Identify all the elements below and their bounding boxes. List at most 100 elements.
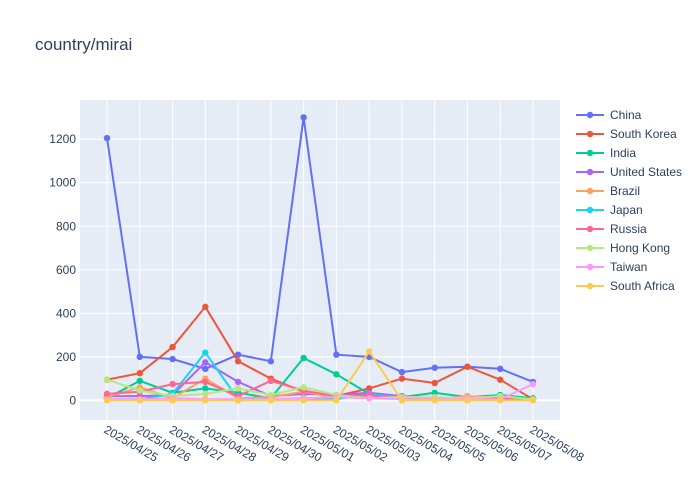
data-point[interactable] — [431, 379, 438, 387]
data-point[interactable] — [202, 349, 209, 356]
data-point[interactable] — [202, 390, 209, 398]
data-point[interactable] — [103, 390, 111, 398]
data-point[interactable] — [464, 363, 471, 370]
legend-label: China — [610, 108, 642, 122]
data-point[interactable] — [234, 397, 242, 404]
data-point[interactable] — [202, 365, 209, 373]
data-point[interactable] — [202, 303, 209, 311]
legend-item[interactable]: China — [576, 108, 642, 122]
data-point[interactable] — [431, 397, 438, 404]
data-point[interactable] — [234, 378, 242, 386]
series-layer — [103, 114, 537, 404]
legend-item[interactable]: Russia — [576, 222, 647, 236]
data-point[interactable] — [333, 351, 340, 358]
legend-item[interactable]: Hong Kong — [576, 241, 670, 255]
data-point[interactable] — [202, 385, 209, 392]
data-point[interactable] — [234, 351, 242, 358]
chart-title: country/mirai — [35, 35, 132, 54]
legend-swatch-marker — [586, 225, 594, 233]
data-point[interactable] — [365, 395, 373, 402]
data-point[interactable] — [267, 377, 275, 385]
data-point[interactable] — [398, 397, 406, 404]
legend-swatch-marker — [586, 206, 594, 214]
legend[interactable]: China South Korea India United States Brazil… — [576, 108, 682, 293]
legend-label: United States — [610, 165, 682, 179]
legend-label: Russia — [610, 222, 647, 236]
legend-label: Japan — [610, 203, 643, 217]
data-point[interactable] — [529, 397, 537, 404]
y-tick-label: 600 — [56, 263, 76, 277]
data-point[interactable] — [169, 397, 176, 404]
legend-label: Brazil — [610, 184, 640, 198]
data-point[interactable] — [333, 371, 340, 378]
data-point[interactable] — [300, 354, 307, 362]
data-point[interactable] — [365, 348, 373, 355]
series-south-africa — [103, 348, 537, 404]
legend-label: Taiwan — [610, 260, 647, 274]
series-line — [107, 349, 533, 402]
y-tick-label: 400 — [56, 306, 76, 320]
y-tick-label: 1200 — [49, 132, 76, 146]
data-point[interactable] — [300, 114, 307, 121]
data-point[interactable] — [431, 364, 438, 371]
data-point[interactable] — [136, 353, 143, 361]
legend-item[interactable]: South Africa — [576, 279, 675, 293]
data-point[interactable] — [169, 380, 176, 388]
data-point[interactable] — [267, 358, 275, 365]
plot-area — [80, 100, 560, 420]
data-point[interactable] — [267, 397, 275, 404]
legend-swatch-marker — [586, 149, 594, 157]
y-tick-label: 0 — [69, 393, 76, 407]
data-point[interactable] — [529, 380, 537, 388]
data-point[interactable] — [202, 397, 209, 404]
data-point[interactable] — [136, 387, 143, 394]
legend-label: South Korea — [610, 127, 677, 141]
y-axis-ticks: 0 200 400 600 800 1000 1200 — [49, 132, 76, 407]
legend-label: India — [610, 146, 636, 160]
data-point[interactable] — [497, 365, 504, 373]
data-point[interactable] — [136, 377, 143, 385]
legend-label: Hong Kong — [610, 241, 670, 255]
legend-item[interactable]: Brazil — [576, 184, 640, 198]
series-line — [107, 383, 534, 401]
y-tick-label: 800 — [56, 219, 76, 233]
legend-swatch-marker — [586, 282, 594, 290]
series-line — [106, 378, 534, 401]
legend-swatch-marker — [586, 244, 594, 252]
legend-item[interactable]: United States — [576, 165, 682, 179]
data-point[interactable] — [202, 359, 209, 366]
data-point[interactable] — [169, 355, 176, 363]
y-tick-label: 200 — [56, 350, 76, 364]
data-point[interactable] — [333, 397, 340, 404]
legend-swatch-marker — [586, 168, 594, 176]
legend-item[interactable]: Japan — [576, 203, 643, 217]
data-point[interactable] — [202, 378, 209, 386]
series-line — [106, 117, 534, 383]
legend-item[interactable]: South Korea — [576, 127, 677, 141]
data-point[interactable] — [103, 376, 111, 383]
legend-item[interactable]: Taiwan — [576, 260, 647, 274]
data-point[interactable] — [398, 368, 406, 376]
data-point[interactable] — [136, 369, 143, 377]
data-point[interactable] — [497, 397, 504, 404]
data-point[interactable] — [300, 397, 307, 404]
data-point[interactable] — [169, 343, 176, 351]
data-point[interactable] — [103, 134, 111, 142]
data-point[interactable] — [103, 397, 111, 404]
data-point[interactable] — [234, 358, 242, 365]
legend-swatch-marker — [586, 130, 594, 138]
data-point[interactable] — [497, 376, 504, 383]
legend-swatch-marker — [586, 187, 594, 195]
y-tick-label: 1000 — [49, 176, 76, 190]
data-point[interactable] — [398, 375, 406, 382]
data-point[interactable] — [136, 397, 143, 404]
legend-swatch-marker — [586, 263, 594, 271]
data-point[interactable] — [464, 397, 471, 404]
data-point[interactable] — [234, 385, 242, 392]
legend-swatch-marker — [586, 111, 594, 119]
legend-label: South Africa — [610, 279, 675, 293]
legend-item[interactable]: India — [576, 146, 636, 160]
data-point[interactable] — [300, 384, 307, 391]
